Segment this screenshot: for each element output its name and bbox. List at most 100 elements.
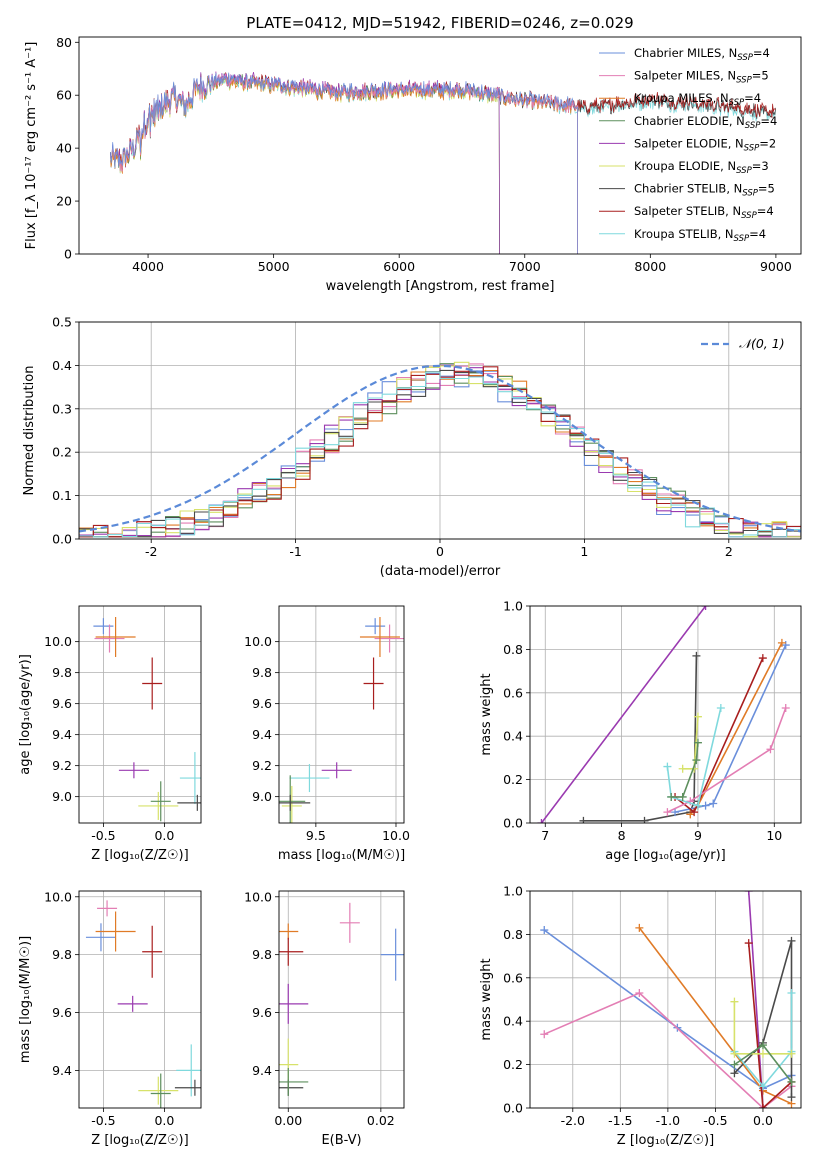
weight-point <box>663 808 672 817</box>
x-tick-label: 4000 <box>132 259 164 274</box>
y-tick-label: 9.6 <box>52 1005 72 1020</box>
weight-line <box>583 655 698 822</box>
weight-point <box>744 891 753 895</box>
mass-vs-metallicity-panel: -0.5 0.0 9.4 9.6 9.8 10.0 Z [log₁₀(Z/Z☉)] mass … <box>18 889 202 1148</box>
weight-point <box>640 816 649 823</box>
weight-point <box>690 808 699 817</box>
y-tick-label: 0.8 <box>503 927 523 942</box>
weight-line <box>747 943 793 1108</box>
y-tick-label: 0.2 <box>503 772 523 787</box>
x-tick-label: 8 <box>618 828 626 843</box>
y-tick-label: 0.4 <box>52 358 72 373</box>
y-tick-label: 10.0 <box>244 634 272 649</box>
weight-vs-metallicity-panel: -2.0 -1.5 -1.0 -0.5 0.0 0.0 0.2 0.4 0.6 0.8 1.0 Z [… <box>479 884 802 1148</box>
y-tick-label: 9.4 <box>252 727 272 742</box>
x-axis-label: Z [log₁₀(Z/Z☉)] <box>91 848 188 863</box>
spectrum-model-line <box>110 72 578 254</box>
axes-frame <box>78 36 802 255</box>
plot-area <box>279 617 404 823</box>
weight-point <box>701 606 710 610</box>
y-tick-label: 9.4 <box>252 1063 272 1078</box>
x-tick-label: -1 <box>289 544 301 559</box>
y-tick-label: 0.5 <box>52 315 72 330</box>
x-axis-label: (data-model)/error <box>380 564 501 579</box>
x-tick-label: 10.0 <box>382 828 410 843</box>
weight-point <box>777 638 786 647</box>
weight-vs-age-panel: 7 8 9 10 0.0 0.2 0.4 0.6 0.8 1.0 age [log₁₀(age/yr… <box>479 599 802 863</box>
weight-point <box>787 936 796 945</box>
weight-point <box>787 1049 796 1058</box>
y-tick-label: 9.4 <box>52 727 72 742</box>
y-tick-label: 0.8 <box>503 642 523 657</box>
weight-point <box>537 819 546 823</box>
weight-point <box>579 816 588 823</box>
y-tick-label: 0.0 <box>52 532 72 547</box>
residuals-panel: -2 -1 0 1 2 0.0 0.1 0.2 0.3 0.4 0.5 (data-model)/er… <box>22 315 802 579</box>
weight-line <box>667 707 787 813</box>
y-tick-label: 9.0 <box>52 789 72 804</box>
weight-point <box>667 792 676 801</box>
weight-line <box>674 644 787 813</box>
y-tick-label: 9.0 <box>252 789 272 804</box>
y-tick-label: 0.0 <box>503 1101 523 1116</box>
axes-frame <box>529 890 802 1109</box>
axes-frame <box>78 605 202 824</box>
weight-point <box>693 712 702 721</box>
legend-entry: 𝒩(0, 1) <box>739 336 785 351</box>
x-axis-label: wavelength [Angstrom, rest frame] <box>326 279 555 294</box>
x-axis-label: Z [log₁₀(Z/Z☉)] <box>617 1133 714 1148</box>
weight-point <box>730 997 739 1006</box>
weight-line <box>674 657 764 814</box>
x-tick-label: 9000 <box>760 259 792 274</box>
y-axis-label: mass weight <box>479 958 494 1040</box>
mass-vs-extinction-panel: 0.00 0.02 9.4 9.6 9.8 10.0 E(B-V) <box>244 889 405 1148</box>
spectrum-panel: 4000 5000 6000 7000 8000 9000 0 20 40 60 80 wavelen… <box>24 35 802 294</box>
weight-point <box>693 801 702 810</box>
weight-line <box>666 707 722 807</box>
y-tick-label: 0.2 <box>503 1057 523 1072</box>
y-tick-label: 0.0 <box>503 816 523 831</box>
x-tick-label: 6000 <box>383 259 415 274</box>
weight-point <box>692 756 701 765</box>
x-axis-label: E(B-V) <box>321 1133 361 1148</box>
x-tick-label: 0.0 <box>154 828 174 843</box>
weight-point <box>730 1060 739 1069</box>
plot-area <box>537 606 790 823</box>
weight-point <box>787 988 796 997</box>
weight-point <box>716 703 725 712</box>
spectrum-model-line <box>110 74 578 254</box>
histogram-steps <box>79 371 801 538</box>
x-tick-label: 0.02 <box>367 1113 395 1128</box>
weight-line <box>733 1001 792 1055</box>
y-tick-label: 9.8 <box>252 947 272 962</box>
x-tick-label: -2 <box>145 544 157 559</box>
y-tick-label: 0.4 <box>503 729 523 744</box>
weight-point <box>693 738 702 747</box>
x-tick-label: -0.5 <box>703 1113 727 1128</box>
y-tick-label: 0.3 <box>52 401 72 416</box>
y-tick-label: 0.6 <box>503 685 523 700</box>
weight-point <box>701 801 710 810</box>
legend-entry: Salpeter MILES, NSSP=5 <box>634 69 769 86</box>
weight-point <box>766 745 775 754</box>
y-tick-label: 0.1 <box>52 488 72 503</box>
y-axis-label: Normed distribution <box>22 366 37 496</box>
x-tick-label: 0.0 <box>154 1113 174 1128</box>
y-tick-label: 0 <box>64 247 72 262</box>
x-tick-label: 0.0 <box>753 1113 773 1128</box>
y-tick-label: 1.0 <box>503 884 523 899</box>
weight-point <box>692 651 701 660</box>
y-tick-label: 9.8 <box>252 665 272 680</box>
x-tick-label: -2.0 <box>561 1113 585 1128</box>
x-tick-label: 10 <box>766 828 782 843</box>
y-tick-label: 40 <box>56 141 72 156</box>
y-axis-label: mass [log₁₀(M/M☉)] <box>18 936 33 1063</box>
y-tick-label: 9.2 <box>252 758 272 773</box>
weight-point <box>730 1049 739 1058</box>
axes-frame <box>78 890 202 1109</box>
weight-point <box>730 1069 739 1078</box>
y-tick-label: 9.4 <box>52 1063 72 1078</box>
normal-curve <box>79 364 801 533</box>
weight-point <box>635 923 644 932</box>
